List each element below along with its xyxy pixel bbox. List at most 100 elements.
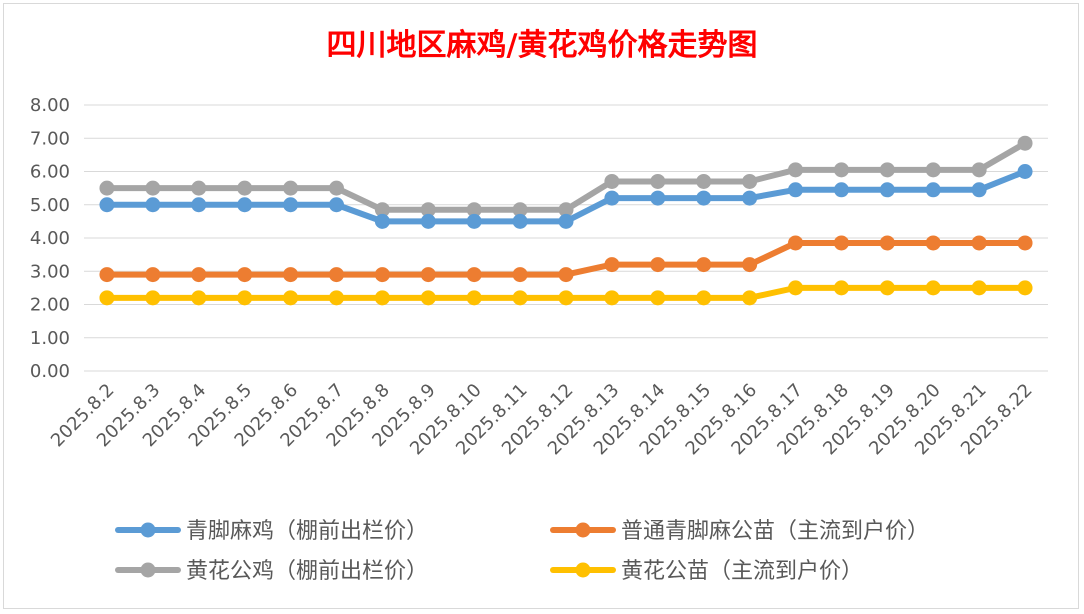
data-point	[191, 290, 207, 306]
data-point	[237, 290, 253, 306]
data-point	[283, 180, 299, 196]
data-point	[558, 202, 574, 218]
data-point	[925, 162, 941, 178]
data-point	[237, 180, 253, 196]
data-point	[604, 190, 620, 206]
y-tick-label: 5.00	[30, 195, 70, 216]
series-1	[99, 235, 1033, 283]
y-tick-label: 7.00	[30, 128, 70, 149]
legend-swatch-marker	[140, 522, 156, 538]
data-point	[696, 190, 712, 206]
legend-item: 青脚麻鸡（棚前出栏价）	[115, 519, 428, 544]
data-point	[466, 213, 482, 229]
data-point	[191, 197, 207, 213]
data-point	[328, 197, 344, 213]
data-point	[742, 257, 758, 273]
data-point	[833, 182, 849, 198]
y-axis-ticks: 0.00 1.00 2.00 3.00 4.00 5.00 6.00 7.00 8.00	[30, 95, 70, 382]
data-point	[558, 290, 574, 306]
data-point	[99, 197, 115, 213]
data-point	[237, 197, 253, 213]
data-point	[742, 173, 758, 189]
data-point	[374, 267, 390, 283]
data-point	[558, 267, 574, 283]
data-point	[1017, 280, 1033, 296]
data-point	[833, 162, 849, 178]
data-point	[145, 180, 161, 196]
y-tick-label: 1.00	[30, 328, 70, 349]
y-tick-label: 4.00	[30, 228, 70, 249]
data-point	[1017, 235, 1033, 251]
data-point	[788, 280, 804, 296]
legend-label: 青脚麻鸡（棚前出栏价）	[186, 519, 428, 544]
data-point	[420, 213, 436, 229]
data-point	[971, 162, 987, 178]
chart-title: 四川地区麻鸡/黄花鸡价格走势图	[327, 28, 758, 63]
data-point	[788, 162, 804, 178]
legend-item: 普通青脚麻公苗（主流到户价）	[550, 519, 929, 544]
data-point	[145, 267, 161, 283]
data-point	[283, 267, 299, 283]
legend: 青脚麻鸡（棚前出栏价） 普通青脚麻公苗（主流到户价） 黄花公鸡（棚前出栏价） 黄花公苗…	[115, 519, 929, 584]
data-point	[145, 290, 161, 306]
series-lines	[99, 135, 1033, 306]
data-point	[650, 190, 666, 206]
x-axis-ticks: 2025.8.22025.8.32025.8.42025.8.52025.8.6…	[47, 380, 1037, 460]
series-3	[99, 280, 1033, 306]
data-point	[374, 202, 390, 218]
data-point	[833, 280, 849, 296]
data-point	[604, 290, 620, 306]
data-point	[512, 213, 528, 229]
y-tick-label: 3.00	[30, 261, 70, 282]
legend-label: 普通青脚麻公苗（主流到户价）	[621, 519, 929, 544]
data-point	[971, 235, 987, 251]
data-point	[374, 290, 390, 306]
data-point	[191, 180, 207, 196]
data-point	[925, 280, 941, 296]
data-point	[466, 290, 482, 306]
legend-label: 黄花公苗（主流到户价）	[621, 559, 863, 584]
data-point	[191, 267, 207, 283]
data-point	[925, 235, 941, 251]
data-point	[237, 267, 253, 283]
data-point	[328, 180, 344, 196]
legend-label: 黄花公鸡（棚前出栏价）	[186, 559, 428, 584]
data-point	[99, 290, 115, 306]
data-point	[466, 202, 482, 218]
data-point	[604, 173, 620, 189]
y-tick-label: 0.00	[30, 361, 70, 382]
data-point	[971, 280, 987, 296]
data-point	[604, 257, 620, 273]
legend-item: 黄花公鸡（棚前出栏价）	[115, 559, 428, 584]
data-point	[420, 290, 436, 306]
data-point	[742, 290, 758, 306]
data-point	[925, 182, 941, 198]
data-point	[742, 190, 758, 206]
data-point	[696, 257, 712, 273]
data-point	[283, 290, 299, 306]
data-point	[788, 235, 804, 251]
data-point	[650, 173, 666, 189]
data-point	[833, 235, 849, 251]
data-point	[328, 290, 344, 306]
data-point	[420, 202, 436, 218]
data-point	[558, 213, 574, 229]
legend-swatch-marker	[575, 562, 591, 578]
legend-item: 黄花公苗（主流到户价）	[550, 559, 863, 584]
legend-swatch-marker	[140, 562, 156, 578]
data-point	[696, 173, 712, 189]
data-point	[420, 267, 436, 283]
y-tick-label: 8.00	[30, 95, 70, 116]
data-point	[283, 197, 299, 213]
data-point	[99, 180, 115, 196]
data-point	[650, 257, 666, 273]
chart-frame	[3, 3, 1079, 609]
data-point	[879, 162, 895, 178]
data-point	[1017, 135, 1033, 151]
data-point	[512, 202, 528, 218]
series-0	[99, 164, 1033, 229]
data-point	[879, 280, 895, 296]
data-point	[512, 290, 528, 306]
data-point	[1017, 164, 1033, 179]
